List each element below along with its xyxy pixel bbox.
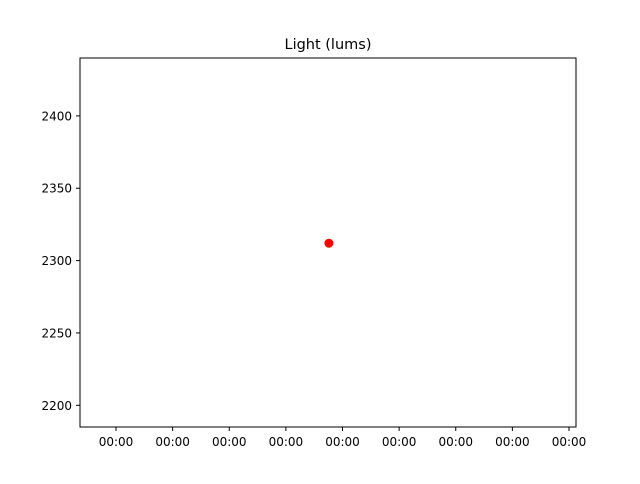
x-tick-label: 00:00 <box>155 435 190 449</box>
x-axis: 00:00 00:00 00:00 00:00 00:00 00:00 00:00 00:00… <box>99 427 587 449</box>
data-points <box>324 238 334 248</box>
chart-title: Light (lums) <box>284 37 371 53</box>
y-tick-label: 2300 <box>41 254 72 268</box>
x-tick-label: 00:00 <box>438 435 473 449</box>
y-tick-label: 2350 <box>41 182 72 196</box>
y-tick-label: 2250 <box>41 326 72 340</box>
y-tick-label: 2400 <box>41 109 72 123</box>
x-tick-label: 00:00 <box>99 435 134 449</box>
y-tick-label: 2200 <box>41 399 72 413</box>
data-point <box>324 238 334 248</box>
y-axis: 2200 2250 2300 2350 2400 <box>41 109 80 413</box>
x-tick-label: 00:00 <box>325 435 360 449</box>
x-tick-label: 00:00 <box>495 435 530 449</box>
x-tick-label: 00:00 <box>269 435 304 449</box>
x-tick-label: 00:00 <box>552 435 587 449</box>
x-tick-label: 00:00 <box>382 435 417 449</box>
x-tick-label: 00:00 <box>212 435 247 449</box>
